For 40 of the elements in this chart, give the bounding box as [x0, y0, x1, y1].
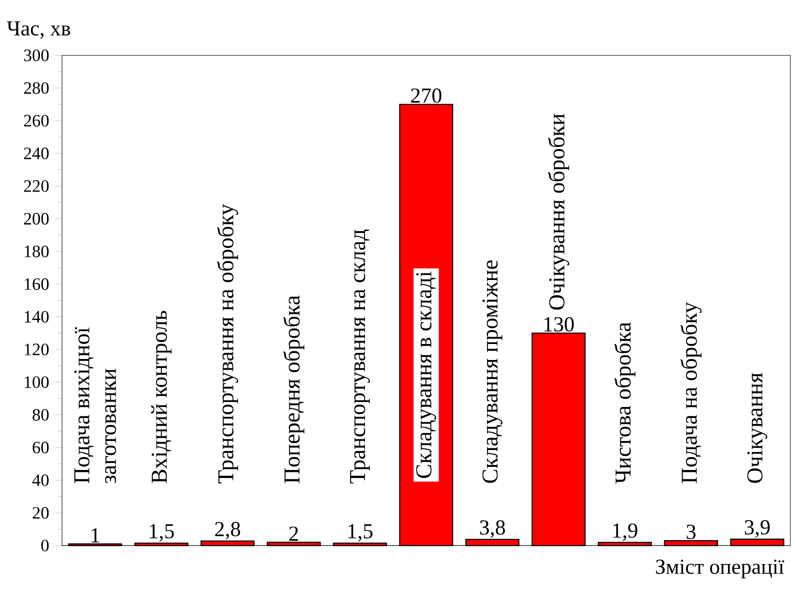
- data-label: 3: [686, 524, 696, 540]
- y-tick-label: 80: [32, 409, 49, 421]
- x-tick-label: Чистова обробка: [614, 322, 636, 484]
- x-axis-title: Зміст операції: [656, 560, 784, 578]
- x-tick-label: Вхідний контроль: [151, 311, 172, 484]
- data-label: 2: [289, 526, 298, 541]
- y-tick-label: 220: [24, 180, 49, 192]
- x-tick-label: Попередня обробка: [283, 296, 304, 484]
- y-tick-label: 60: [32, 442, 49, 454]
- data-label: 3,8: [480, 520, 505, 538]
- x-tick-label: Очікування: [747, 373, 768, 484]
- data-label: 2,8: [215, 522, 240, 540]
- y-tick-label: 280: [24, 82, 49, 94]
- y-tick-label: 240: [24, 148, 49, 160]
- x-tick-label: Складування в складі: [416, 272, 436, 478]
- x-tick-label: Подача на обробку: [680, 302, 702, 484]
- data-label: 1,9: [613, 524, 638, 542]
- data-label: 1: [92, 528, 100, 543]
- y-tick-label: 40: [32, 474, 49, 486]
- data-label: 270: [411, 88, 442, 103]
- y-tick-label: 0: [41, 540, 49, 552]
- y-tick-label: 300: [24, 50, 49, 62]
- y-tick-label: 160: [24, 278, 49, 290]
- data-label: 3,9: [744, 520, 770, 538]
- y-tick-label: 260: [24, 115, 49, 127]
- x-tick-label: Подача вихідної заготованки: [74, 327, 116, 484]
- x-tick-label: Транспортування на обробку: [216, 204, 238, 484]
- x-tick-label: Очікування обробки: [548, 114, 570, 310]
- x-tick-label: Складування проміжне: [482, 260, 502, 484]
- y-tick-label: 120: [24, 344, 49, 356]
- y-tick-label: 140: [24, 311, 49, 323]
- y-tick-label: 100: [24, 376, 49, 388]
- y-axis-title: Час, хв: [6, 22, 70, 39]
- y-tick-label: 200: [24, 213, 49, 225]
- y-tick-label: 20: [32, 507, 49, 519]
- x-tick-label: Транспортування на склад: [350, 230, 370, 484]
- data-label: 1,5: [348, 524, 372, 542]
- data-label: 1,5: [150, 524, 174, 542]
- data-label: 130: [544, 317, 574, 332]
- y-tick-label: 180: [24, 246, 49, 258]
